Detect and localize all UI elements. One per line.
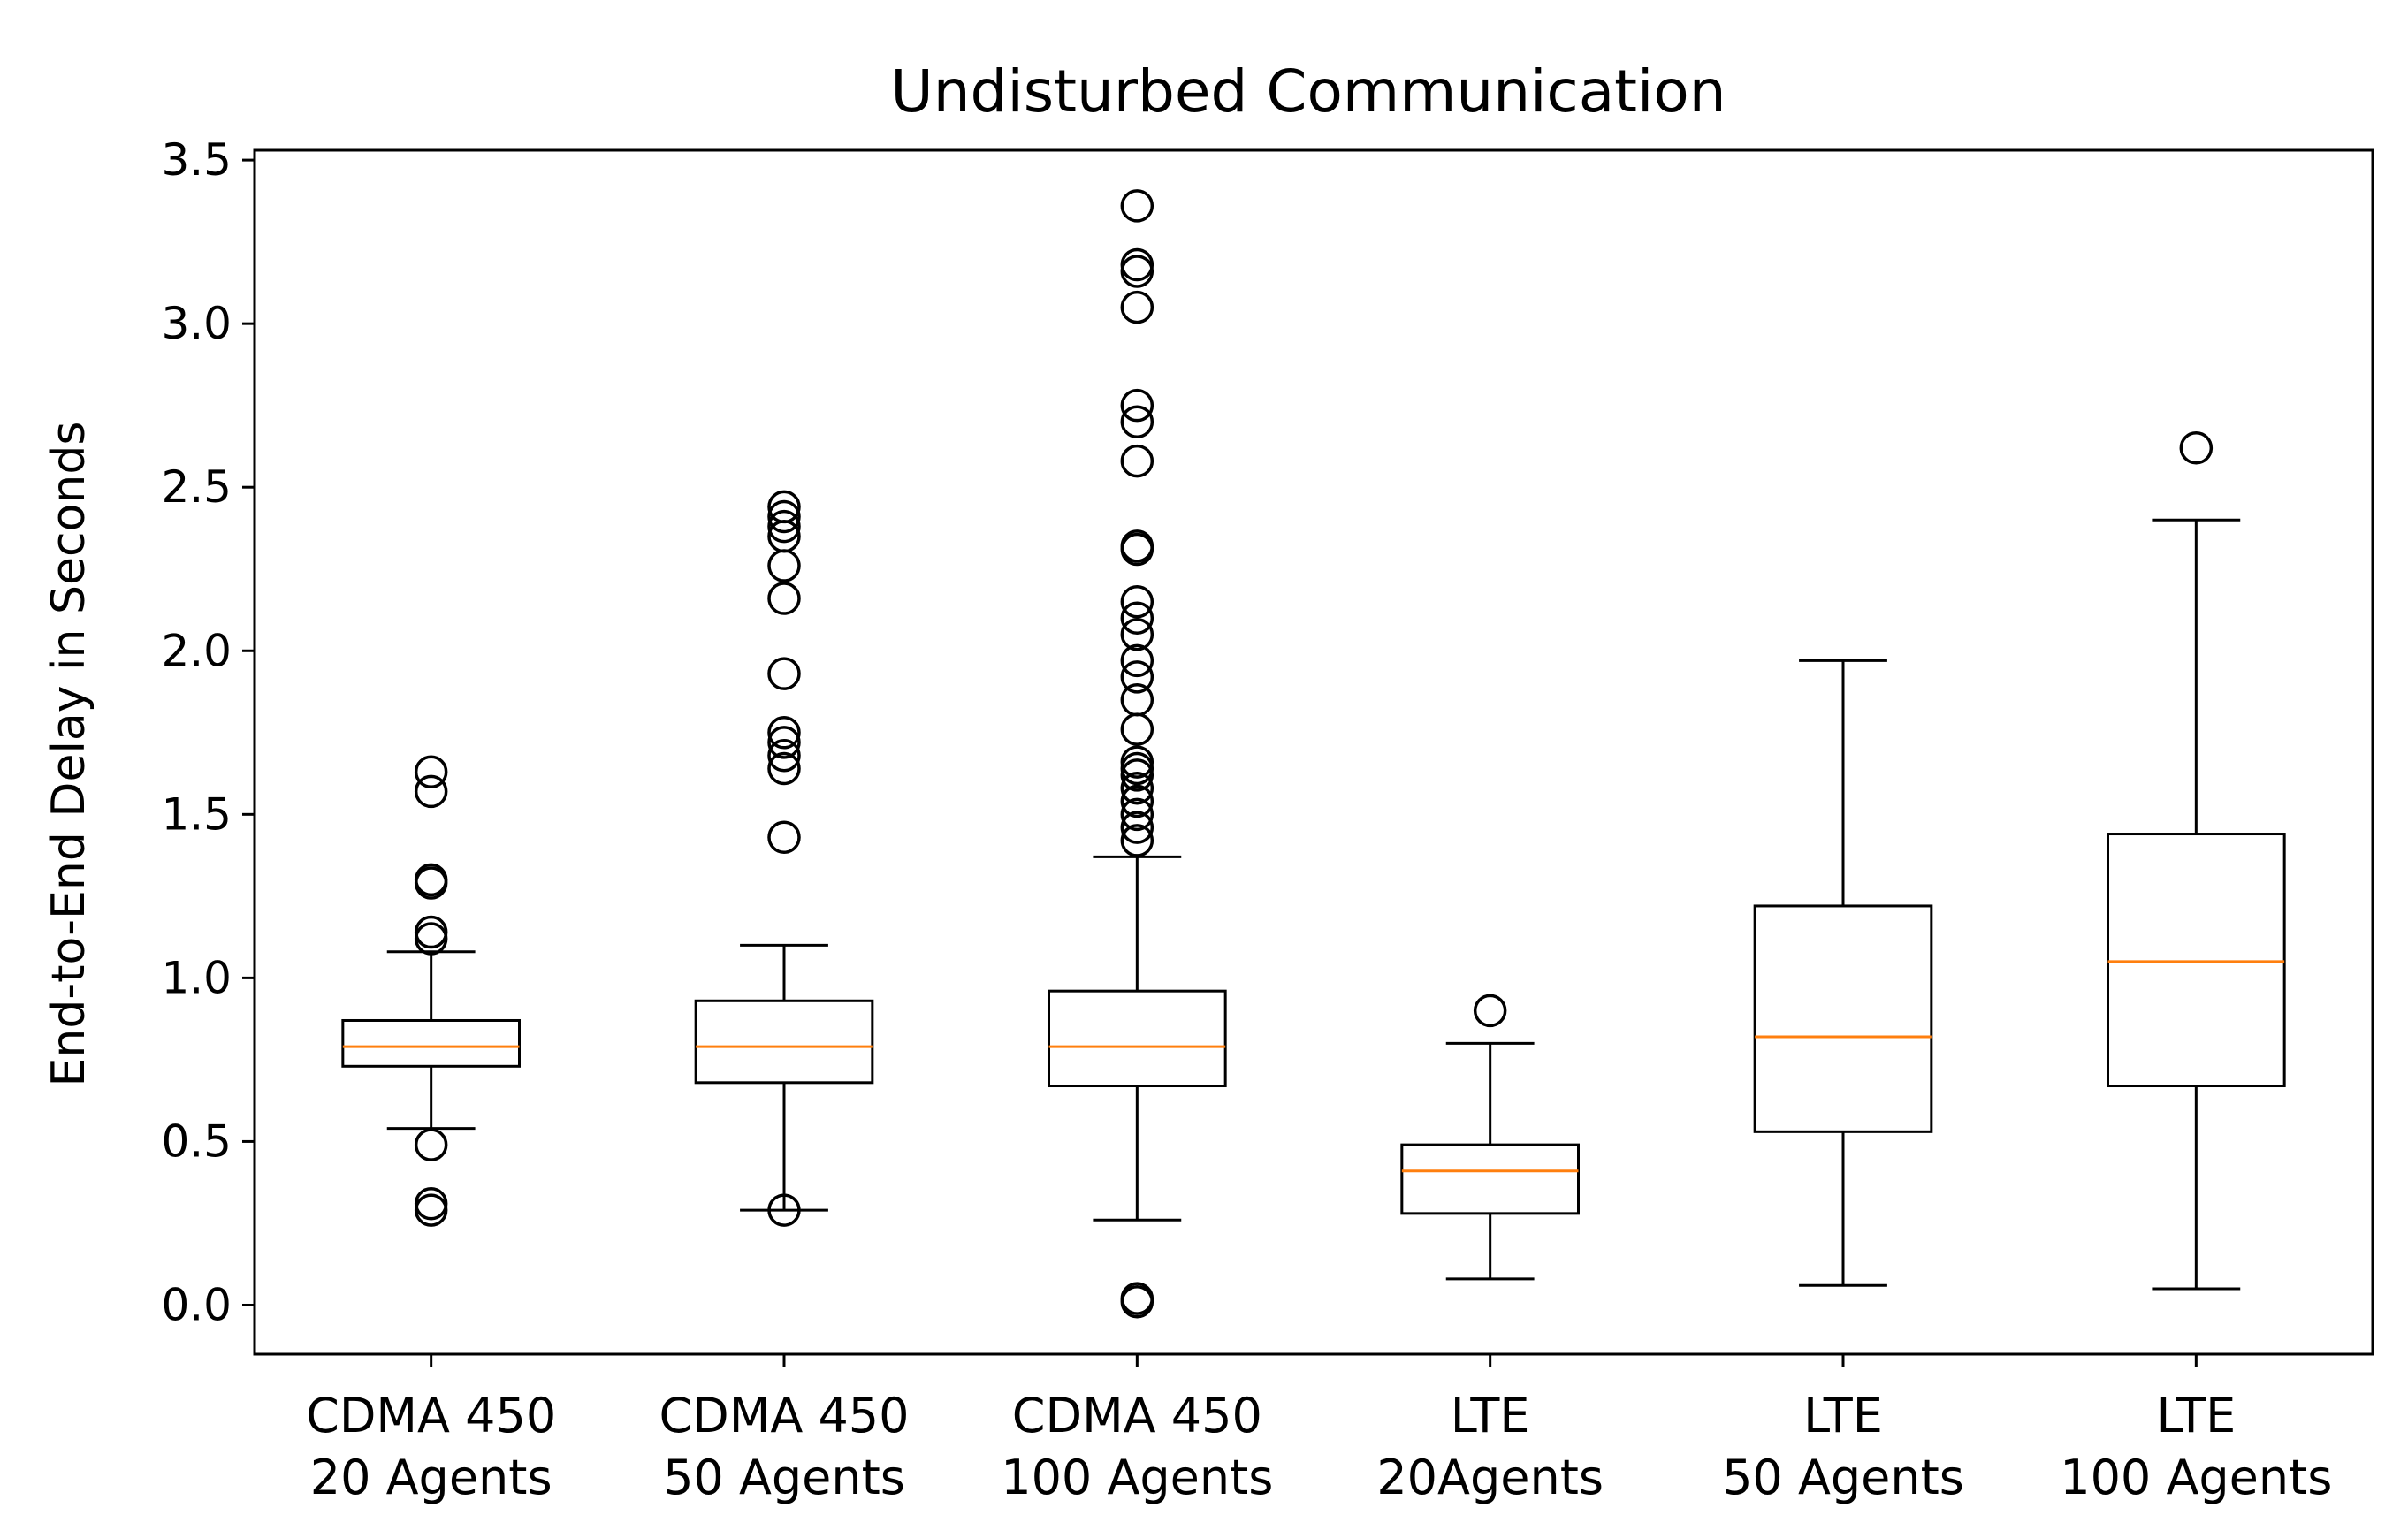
x-tick-label: 100 Agents	[2060, 1450, 2332, 1505]
iqr-box	[694, 999, 874, 1085]
outlier-point	[767, 582, 801, 615]
outlier-point	[1120, 643, 1154, 678]
y-tick-label: 2.5	[161, 461, 232, 513]
outlier-point	[414, 755, 448, 788]
plot-area-frame	[253, 148, 2374, 1356]
outlier-point	[1120, 532, 1154, 567]
outlier-point	[2179, 431, 2214, 465]
y-tick-label: 1.0	[161, 952, 232, 1003]
outlier-point	[414, 1193, 448, 1227]
outlier-point	[1120, 771, 1154, 805]
x-tick-label: LTE	[1803, 1388, 1883, 1443]
iqr-box	[1048, 989, 1227, 1088]
x-tick-label: 50 Agents	[1722, 1450, 1964, 1505]
x-tick-label: LTE	[1451, 1388, 1530, 1443]
outlier-point	[767, 499, 801, 534]
outlier-point	[414, 915, 448, 949]
box-series	[341, 189, 2286, 1319]
outlier-point	[1120, 784, 1154, 818]
x-tick-label: CDMA 450	[1012, 1388, 1262, 1443]
x-tick-label: 20Agents	[1376, 1450, 1604, 1505]
outlier-point	[414, 922, 448, 956]
box-3	[1048, 189, 1227, 1319]
outlier-point	[1120, 444, 1154, 478]
iqr-box	[1400, 1143, 1581, 1215]
outlier-point	[1120, 824, 1154, 857]
outlier-point	[1120, 290, 1154, 324]
outlier-point	[767, 549, 801, 582]
box-1	[341, 755, 522, 1227]
outlier-point	[1120, 758, 1154, 792]
outlier-point	[1120, 601, 1154, 636]
outlier-point	[414, 1128, 448, 1161]
outlier-point	[767, 716, 801, 750]
y-axis-label: End-to-End Delay in Seconds	[42, 422, 95, 1087]
outlier-point	[414, 774, 448, 809]
iqr-box	[1753, 904, 1933, 1133]
outlier-point	[1120, 618, 1154, 651]
y-tick-label: 0.5	[161, 1115, 232, 1167]
outlier-point	[767, 751, 801, 786]
outlier-point	[1120, 797, 1154, 832]
outlier-point	[1120, 712, 1154, 746]
outlier-point	[767, 657, 801, 690]
x-tick-label: LTE	[2156, 1388, 2236, 1443]
outlier-point	[1120, 405, 1154, 438]
box-4	[1400, 994, 1581, 1281]
outlier-point	[1120, 247, 1154, 282]
outlier-point	[767, 1193, 801, 1227]
outlier-point	[767, 820, 801, 854]
outlier-point	[1120, 1285, 1154, 1319]
chart-title: Undisturbed Communication	[890, 57, 1726, 126]
outlier-point	[1120, 660, 1154, 694]
outlier-point	[414, 1187, 448, 1221]
x-tick-label: 20 Agents	[310, 1450, 552, 1505]
outlier-point	[1120, 683, 1154, 717]
x-tick-label: 100 Agents	[1001, 1450, 1273, 1505]
outlier-point	[1473, 994, 1507, 1028]
y-tick-label: 2.0	[161, 625, 232, 676]
outlier-point	[767, 509, 801, 544]
iqr-box	[2107, 833, 2286, 1088]
y-tick-label: 3.0	[161, 298, 232, 349]
y-tick-label: 0.0	[161, 1279, 232, 1330]
outlier-point	[767, 738, 801, 773]
x-tick-label: CDMA 450	[306, 1388, 556, 1443]
iqr-box	[341, 1018, 522, 1068]
outlier-point	[1120, 189, 1154, 223]
outlier-point	[1120, 255, 1154, 288]
outlier-point	[414, 866, 448, 900]
x-tick-label: 50 Agents	[663, 1450, 905, 1505]
box-5	[1753, 659, 1933, 1287]
y-tick-label: 1.5	[161, 788, 232, 840]
box-2	[694, 490, 874, 1227]
box-6	[2107, 431, 2286, 1291]
outlier-point	[1120, 811, 1154, 844]
x-axis: CDMA 450 20 Agents CDMA 450 50 Agents CDMA 4…	[306, 1354, 2332, 1505]
y-tick-label: 3.5	[161, 134, 232, 186]
x-tick-label: CDMA 450	[659, 1388, 909, 1443]
outlier-point	[767, 726, 801, 759]
outlier-point	[1120, 585, 1154, 619]
outlier-point	[1120, 388, 1154, 423]
y-axis: 0.0 0.5 1.0 1.5 2.0 2.5 3.0 3.5	[161, 134, 255, 1330]
